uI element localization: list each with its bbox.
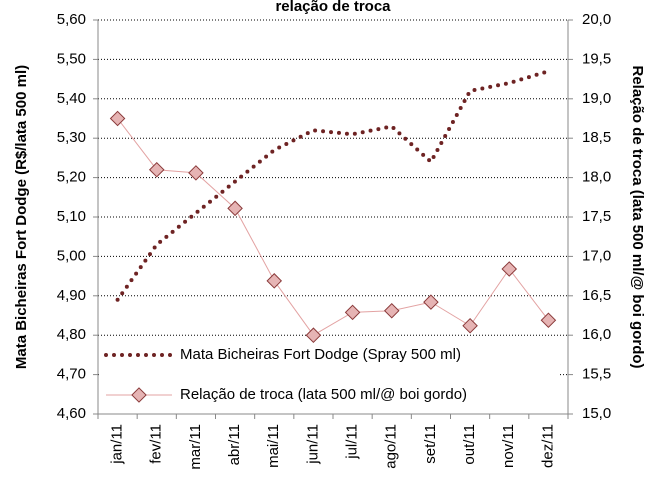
x-tick-label: fev/11	[148, 424, 165, 464]
marker	[501, 261, 518, 277]
marker	[109, 110, 126, 127]
marker	[305, 327, 322, 343]
series-line	[117, 118, 549, 336]
marker	[540, 312, 557, 329]
legend-box	[100, 343, 558, 409]
x-tick-label: mai/11	[265, 424, 282, 468]
y2-tick-label: 15,0	[582, 405, 611, 422]
marker	[188, 165, 204, 181]
y-tick-label: 5,00	[57, 247, 86, 264]
x-tick-label: jun/11	[304, 424, 321, 465]
x-tick-label: ago/11	[383, 424, 400, 469]
y-tick-label: 4,60	[57, 405, 86, 422]
y-tick-label: 4,70	[57, 366, 86, 383]
y-tick-label: 5,50	[57, 50, 86, 67]
x-tick-label: nov/11	[500, 424, 517, 468]
x-tick-label: jan/11	[109, 424, 126, 465]
marker	[227, 200, 243, 217]
y2-tick-label: 19,5	[582, 50, 611, 67]
y2-tick-label: 15,5	[582, 366, 611, 383]
y-tick-label: 5,10	[57, 208, 86, 225]
marker	[423, 294, 439, 310]
y2-tick-label: 16,5	[582, 287, 611, 304]
y2-axis-title: Relação de troca (lata 500 ml/@ boi gord…	[629, 65, 646, 368]
marker	[148, 161, 165, 178]
y2-tick-label: 18,0	[582, 169, 611, 186]
marker	[344, 304, 361, 321]
y-tick-label: 5,20	[57, 169, 86, 186]
chart-title: relação de troca	[275, 0, 391, 15]
y2-tick-label: 17,5	[582, 208, 611, 225]
x-tick-label: jul/11	[344, 424, 361, 460]
y2-tick-label: 20,0	[582, 11, 611, 28]
marker	[462, 317, 478, 334]
legend-label: Mata Bicheiras Fort Dodge (Spray 500 ml)	[180, 346, 461, 363]
x-tick-label: set/11	[422, 424, 439, 464]
x-tick-label: out/11	[461, 424, 478, 465]
y-axis-title: Mata Bicheiras Fort Dodge (R$/lata 500 m…	[13, 65, 30, 369]
y2-tick-label: 16,0	[582, 326, 611, 343]
legend-marker	[131, 387, 147, 403]
marker	[266, 273, 283, 289]
series-line	[115, 69, 551, 302]
y2-tick-label: 17,0	[582, 247, 611, 264]
y2-tick-label: 18,5	[582, 129, 611, 146]
y-tick-label: 4,90	[57, 287, 86, 304]
marker	[383, 302, 400, 319]
x-tick-label: mar/11	[187, 424, 204, 470]
legend-label: Relação de troca (lata 500 ml/@ boi gord…	[180, 386, 467, 403]
y-tick-label: 4,80	[57, 326, 86, 343]
y2-tick-label: 19,0	[582, 90, 611, 107]
x-tick-label: abr/11	[226, 424, 243, 465]
y-tick-label: 5,40	[57, 90, 86, 107]
y-tick-label: 5,60	[57, 11, 86, 28]
x-tick-label: dez/11	[539, 424, 556, 468]
y-tick-label: 5,30	[57, 129, 86, 146]
